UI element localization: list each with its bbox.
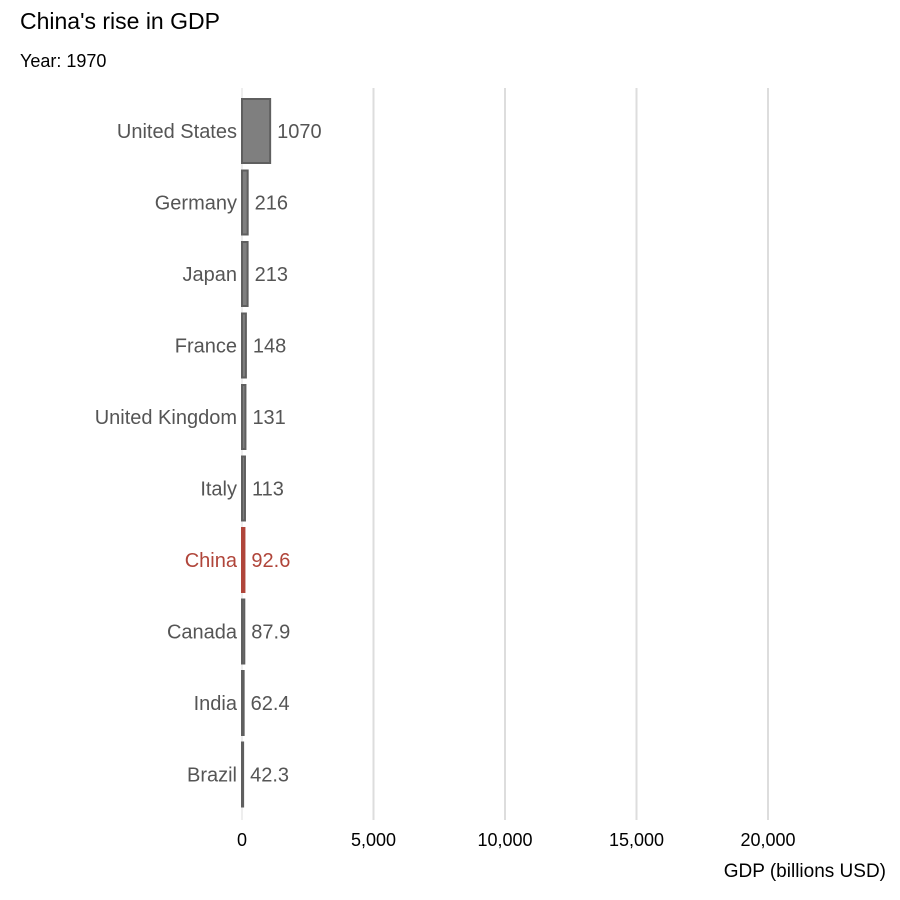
category-label: China [185, 550, 238, 572]
chart-title: China's rise in GDP [20, 8, 220, 34]
bar [241, 312, 247, 379]
value-label: 148 [253, 336, 286, 358]
value-label: 62.4 [251, 693, 290, 715]
bar [241, 455, 246, 522]
chart-subtitle: Year: 1970 [20, 51, 107, 71]
bar [241, 598, 246, 665]
x-tick-label: 15,000 [609, 830, 664, 850]
category-label: United States [117, 121, 237, 143]
category-label: United Kingdom [95, 407, 237, 429]
value-label: 113 [252, 479, 284, 501]
category-label: Brazil [187, 765, 237, 787]
category-label: Italy [200, 479, 237, 501]
x-tick-label: 20,000 [740, 830, 795, 850]
x-tick-label: 0 [237, 830, 247, 850]
bar [241, 670, 245, 736]
category-label: Germany [155, 193, 237, 215]
category-label: India [194, 693, 238, 715]
value-label: 131 [252, 407, 285, 429]
category-label: Japan [183, 264, 238, 286]
value-label: 42.3 [250, 765, 289, 787]
x-tick-label: 5,000 [351, 830, 396, 850]
x-axis-title: GDP (billions USD) [724, 861, 886, 882]
x-tick-label: 10,000 [477, 830, 532, 850]
bar [241, 169, 249, 236]
bar [241, 741, 245, 808]
bar [241, 384, 247, 450]
bar [241, 241, 249, 307]
value-label: 87.9 [251, 622, 290, 644]
category-label: Canada [167, 622, 238, 644]
value-label: 1070 [277, 121, 322, 143]
value-label: 213 [255, 264, 288, 286]
category-label: France [175, 336, 237, 358]
bar [241, 527, 246, 593]
value-label: 92.6 [251, 550, 290, 572]
value-label: 216 [255, 193, 288, 215]
bar [241, 98, 272, 164]
